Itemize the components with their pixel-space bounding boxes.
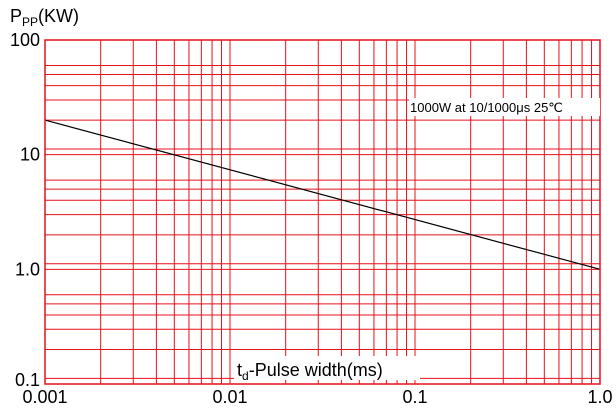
plot-frame	[44, 39, 601, 385]
x-tick-label: 0.01	[212, 387, 247, 407]
x-tick-label: 0.1	[402, 387, 427, 407]
x-tick-label: 1.0	[587, 387, 612, 407]
x-axis-label-bg	[234, 356, 420, 380]
x-axis-label-base: t	[237, 360, 242, 380]
y-axis-label: PPP(KW)	[10, 6, 79, 29]
tick-labels: 0.001 0.01 0.1 1.0 100 10 1.0 0.1	[10, 30, 613, 407]
y-tick-label: 100	[10, 30, 40, 50]
y-tick-label: 0.1	[15, 370, 40, 390]
y-tick-label: 10	[20, 145, 40, 165]
series-line	[44, 119, 601, 270]
y-axis-label-base: P	[10, 6, 22, 26]
annotation-text: 1000W at 10/1000μs 25℃	[410, 100, 563, 115]
y-axis-label-rest: (KW)	[38, 6, 79, 26]
grid-lines	[44, 40, 600, 385]
x-tick-label: 0.001	[22, 387, 67, 407]
annotation-bg	[409, 98, 600, 116]
plot-border	[44, 39, 601, 385]
x-axis-label-sub: d	[242, 369, 249, 383]
series-group	[44, 119, 601, 270]
y-axis-label-sub: PP	[22, 15, 38, 29]
x-axis-label-rest: -Pulse width(ms)	[249, 360, 383, 380]
y-tick-label: 1.0	[15, 259, 40, 279]
x-axis-label: td-Pulse width(ms)	[237, 360, 383, 383]
